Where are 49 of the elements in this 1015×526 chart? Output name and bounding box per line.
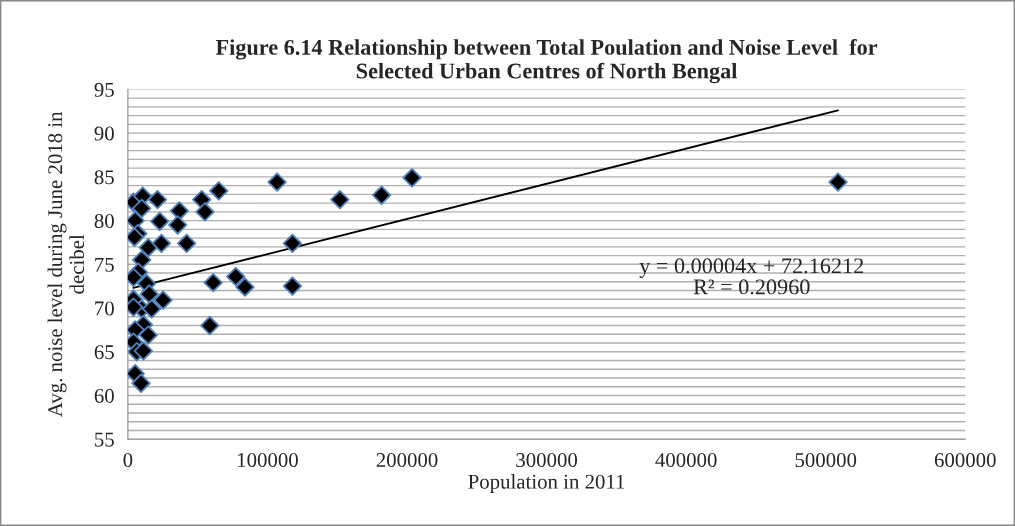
annotation: R² = 0.20960 <box>693 279 810 295</box>
annotation: y = 0.00004x + 72.16212 <box>639 258 864 278</box>
x-tick-label: 100000 <box>238 453 298 468</box>
point <box>330 189 350 210</box>
x-tick-label: 200000 <box>376 453 438 468</box>
x-tick-label: 0 <box>123 453 133 468</box>
point <box>138 238 158 258</box>
y-tick-label: 60 <box>94 388 114 403</box>
point <box>195 202 215 222</box>
y-tick-label: 95 <box>94 82 114 97</box>
point <box>133 341 154 361</box>
point <box>371 185 392 205</box>
x-tick-label: 300000 <box>516 453 578 468</box>
point <box>235 277 255 297</box>
point <box>169 201 190 221</box>
point <box>176 233 197 254</box>
point <box>139 284 159 304</box>
point <box>402 168 422 188</box>
point <box>828 172 848 192</box>
y-tick-label: 90 <box>94 126 114 141</box>
x-tick-label: 600000 <box>934 453 996 468</box>
point <box>131 373 151 393</box>
y-tick-label: 85 <box>94 170 114 185</box>
y-axis-title: Avg. noise level during June 2018 in decibel <box>47 111 85 417</box>
x-tick-label: 400000 <box>655 453 717 468</box>
point <box>153 290 173 310</box>
point <box>203 272 223 293</box>
point <box>226 266 246 287</box>
y-tick-label: 75 <box>95 257 114 272</box>
point <box>267 172 287 192</box>
y-tick-label: 70 <box>95 301 114 316</box>
point <box>209 181 229 201</box>
y-tick-label: 65 <box>94 345 114 360</box>
point <box>200 315 220 336</box>
point <box>127 210 145 231</box>
point <box>282 276 303 296</box>
y-tick-label: 80 <box>94 213 114 229</box>
x-tick-label: 500000 <box>795 453 857 468</box>
point <box>150 211 170 232</box>
chart-title: Figure 6.14 Relationship between Total Poulation and Noise Level for Selected Urban Centres of North Bengal <box>215 38 878 84</box>
point <box>147 189 168 210</box>
point <box>282 233 303 254</box>
point <box>141 299 162 319</box>
point <box>138 325 158 345</box>
point <box>151 233 172 254</box>
y-tick-label: 55 <box>95 432 114 447</box>
point <box>132 198 152 219</box>
point <box>168 215 188 235</box>
x-axis-title: Population in 2011 <box>468 474 625 493</box>
